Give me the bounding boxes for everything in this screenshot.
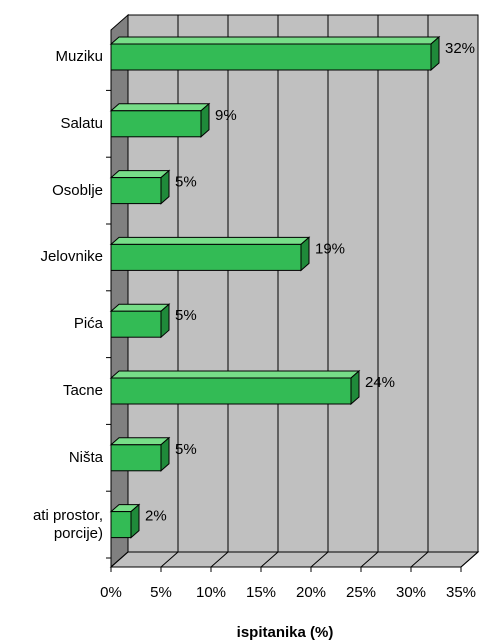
- y-tick-label: Tacne: [62, 382, 103, 399]
- value-label: 19%: [315, 240, 345, 257]
- floor-grid-line: [160, 551, 179, 568]
- bar-top: [109, 370, 361, 379]
- floor-grid-line: [410, 551, 429, 568]
- value-label: 32%: [445, 40, 475, 57]
- x-tick-label: 0%: [100, 584, 122, 601]
- x-axis-label: ispitanika (%): [237, 624, 334, 641]
- bar: [110, 43, 432, 71]
- bar-top: [109, 303, 171, 312]
- y-tick-label: Jelovnike: [40, 248, 103, 266]
- y-tick-label: Salatu: [60, 114, 103, 132]
- value-label: 5%: [175, 307, 197, 324]
- y-tick-label: Ništa: [68, 448, 103, 466]
- x-tick-label: 30%: [396, 584, 426, 601]
- y-tick-label: ati prostor, porcije): [32, 506, 103, 542]
- bar-top: [109, 36, 441, 45]
- floor-grid-line: [360, 551, 379, 568]
- back-wall: [127, 14, 479, 553]
- value-label: 5%: [175, 174, 197, 191]
- x-tick-label: 25%: [346, 584, 376, 601]
- x-tick-label: 15%: [246, 584, 276, 601]
- value-label: 2%: [145, 508, 167, 525]
- bar: [110, 444, 162, 472]
- value-label: 9%: [215, 107, 237, 124]
- x-tick-label: 20%: [296, 584, 326, 601]
- floor-grid-line: [310, 551, 329, 568]
- bar-top: [109, 103, 211, 112]
- bar: [110, 110, 202, 138]
- bar-top: [109, 236, 311, 245]
- floor: [109, 551, 480, 568]
- bar: [110, 243, 302, 271]
- bar: [110, 377, 352, 405]
- floor-grid-line: [460, 551, 479, 568]
- bar: [110, 310, 162, 338]
- floor-grid-line: [210, 551, 229, 568]
- left-wall: [110, 13, 129, 569]
- value-label: 5%: [175, 441, 197, 458]
- x-tick-label: 35%: [446, 584, 476, 601]
- bar: [110, 177, 162, 205]
- value-label: 24%: [365, 374, 395, 391]
- y-tick-label: Muziku: [55, 48, 103, 65]
- floor-grid-line: [260, 551, 279, 568]
- bar-top: [109, 170, 171, 179]
- bar: [110, 511, 132, 539]
- x-tick-label: 5%: [150, 584, 172, 601]
- y-tick-label: Pića: [73, 315, 103, 333]
- floor-grid-line: [110, 551, 129, 568]
- x-tick-label: 10%: [196, 584, 226, 601]
- bar-top: [109, 437, 171, 446]
- y-tick-label: Osoblje: [52, 181, 103, 199]
